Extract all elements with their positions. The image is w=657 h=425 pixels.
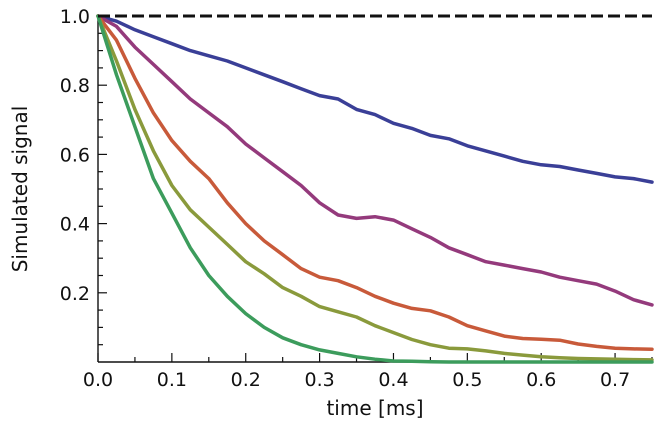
series-line-4 <box>96 14 654 362</box>
x-tick-label: 0.6 <box>526 369 556 391</box>
y-tick-label: 0.2 <box>60 283 90 305</box>
series-layer <box>96 14 654 364</box>
x-tick-label: 0.4 <box>378 369 408 391</box>
y-tick-label: 1.0 <box>60 6 90 28</box>
x-tick-label: 0.3 <box>304 369 334 391</box>
plot-area: 0.2 0.4 0.6 0.8 1.0 0.0 0.1 0.2 0.3 0.4 0.5 0.6 0.7 <box>60 6 654 391</box>
series-line-5 <box>96 14 654 364</box>
x-ticks: 0.0 0.1 0.2 0.3 0.4 0.5 0.6 0.7 <box>83 353 653 391</box>
x-tick-label: 0.7 <box>600 369 630 391</box>
y-axis: 0.2 0.4 0.6 0.8 1.0 <box>60 6 107 362</box>
x-tick-label: 0.5 <box>452 369 482 391</box>
series-line-3 <box>96 14 654 351</box>
x-tick-label: 0.1 <box>157 369 187 391</box>
x-axis-label: time [ms] <box>326 396 423 420</box>
y-ticks: 0.2 0.4 0.6 0.8 1.0 <box>60 6 107 346</box>
y-tick-label: 0.6 <box>60 144 90 166</box>
x-tick-label: 0.0 <box>83 369 113 391</box>
y-tick-label: 0.4 <box>60 214 90 236</box>
y-axis-label: Simulated signal <box>8 106 32 273</box>
series-line-1 <box>96 14 654 184</box>
x-tick-label: 0.2 <box>231 369 261 391</box>
series-line-2 <box>96 14 654 307</box>
y-tick-label: 0.8 <box>60 75 90 97</box>
